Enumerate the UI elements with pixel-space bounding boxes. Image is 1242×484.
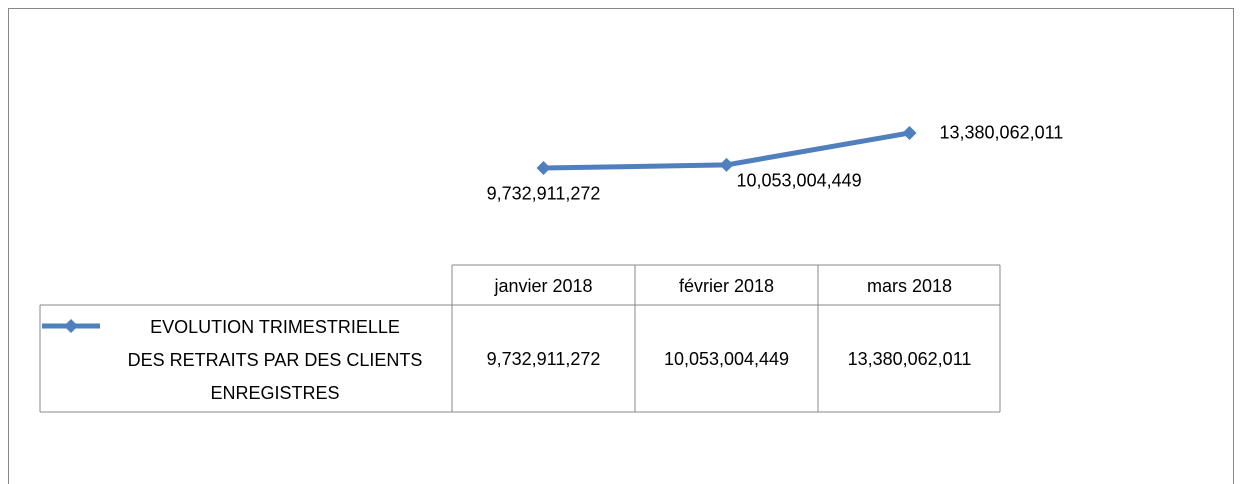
table-header: mars 2018 — [867, 276, 952, 296]
data-label: 10,053,004,449 — [737, 171, 862, 191]
series-marker — [902, 125, 917, 140]
table-header: février 2018 — [679, 276, 774, 296]
series-marker — [719, 157, 734, 172]
table-value: 10,053,004,449 — [664, 349, 789, 369]
table-header: janvier 2018 — [493, 276, 592, 296]
table-value: 13,380,062,011 — [848, 349, 972, 369]
data-label: 13,380,062,011 — [940, 123, 1064, 143]
legend-marker — [64, 319, 78, 333]
data-table-grid — [39, 264, 1001, 413]
data-label: 9,732,911,272 — [487, 184, 601, 204]
legend-label: EVOLUTION TRIMESTRIELLE DES RETRAITS PAR… — [127, 317, 423, 403]
table-value: 9,732,911,272 — [487, 349, 601, 369]
series-marker — [536, 160, 551, 175]
chart-border — [8, 8, 1234, 484]
